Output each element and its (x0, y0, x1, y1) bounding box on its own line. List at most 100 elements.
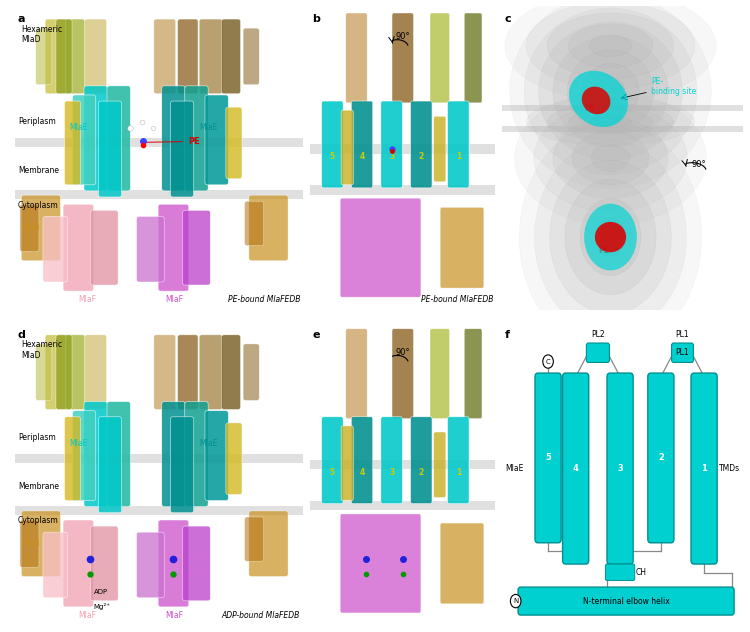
Text: 1: 1 (701, 464, 707, 473)
FancyBboxPatch shape (244, 201, 263, 246)
FancyBboxPatch shape (183, 210, 210, 285)
Text: Membrane: Membrane (18, 482, 59, 490)
FancyBboxPatch shape (178, 19, 198, 94)
FancyBboxPatch shape (45, 19, 65, 94)
FancyBboxPatch shape (98, 101, 122, 197)
Text: MlaF: MlaF (165, 295, 183, 304)
Text: PE: PE (598, 246, 610, 255)
FancyBboxPatch shape (154, 19, 176, 94)
FancyBboxPatch shape (226, 423, 242, 494)
FancyBboxPatch shape (249, 195, 288, 261)
Text: Hexameric
MlaD: Hexameric MlaD (21, 340, 62, 360)
Ellipse shape (534, 105, 687, 212)
Text: 1: 1 (456, 152, 461, 161)
FancyBboxPatch shape (184, 401, 209, 507)
Ellipse shape (550, 160, 671, 314)
Ellipse shape (584, 204, 637, 270)
Ellipse shape (567, 50, 654, 133)
FancyBboxPatch shape (392, 13, 413, 103)
Text: 1: 1 (456, 468, 461, 477)
Text: PE-bound MlaFEDB: PE-bound MlaFEDB (228, 295, 300, 304)
Text: 90°: 90° (692, 160, 706, 169)
FancyBboxPatch shape (503, 126, 742, 132)
Text: 5: 5 (330, 468, 335, 477)
Text: MlaF: MlaF (78, 611, 96, 619)
FancyBboxPatch shape (243, 344, 260, 401)
FancyBboxPatch shape (346, 329, 368, 418)
FancyBboxPatch shape (84, 401, 107, 507)
FancyBboxPatch shape (107, 86, 130, 191)
Text: PE: PE (146, 137, 200, 146)
Text: 2: 2 (419, 152, 424, 161)
FancyBboxPatch shape (433, 432, 446, 497)
FancyBboxPatch shape (85, 335, 106, 410)
Ellipse shape (548, 104, 674, 140)
Ellipse shape (572, 131, 649, 185)
FancyBboxPatch shape (648, 373, 674, 543)
FancyBboxPatch shape (691, 373, 717, 564)
FancyBboxPatch shape (15, 190, 303, 199)
FancyBboxPatch shape (20, 204, 39, 252)
FancyBboxPatch shape (56, 335, 72, 410)
FancyBboxPatch shape (607, 373, 633, 564)
Text: 90°: 90° (395, 32, 410, 41)
FancyBboxPatch shape (562, 373, 589, 564)
Ellipse shape (590, 35, 632, 57)
FancyBboxPatch shape (73, 411, 96, 501)
Text: 3: 3 (389, 468, 394, 477)
Ellipse shape (514, 92, 706, 225)
Ellipse shape (596, 78, 625, 105)
FancyBboxPatch shape (448, 101, 469, 188)
FancyBboxPatch shape (36, 28, 52, 85)
Text: d: d (18, 330, 26, 339)
Text: Hexameric
MlaD: Hexameric MlaD (21, 25, 62, 44)
Ellipse shape (524, 8, 697, 174)
Ellipse shape (535, 141, 686, 333)
Text: ADP-bound MlaFEDB: ADP-bound MlaFEDB (222, 611, 300, 619)
FancyBboxPatch shape (430, 329, 449, 418)
FancyBboxPatch shape (20, 520, 39, 568)
FancyBboxPatch shape (351, 101, 373, 188)
FancyBboxPatch shape (518, 587, 734, 615)
FancyBboxPatch shape (64, 101, 81, 185)
FancyBboxPatch shape (21, 511, 61, 576)
Text: 2: 2 (419, 468, 424, 477)
FancyBboxPatch shape (63, 204, 94, 291)
Text: MlaE: MlaE (70, 123, 88, 132)
Ellipse shape (553, 118, 668, 198)
FancyBboxPatch shape (91, 210, 118, 285)
Text: 2: 2 (658, 453, 664, 463)
FancyBboxPatch shape (381, 101, 403, 188)
Text: Cytoplasm: Cytoplasm (18, 201, 58, 210)
FancyBboxPatch shape (170, 416, 194, 513)
FancyBboxPatch shape (410, 101, 432, 188)
Text: Membrane: Membrane (18, 166, 59, 175)
Text: CH: CH (636, 568, 646, 577)
Text: PL2: PL2 (591, 331, 604, 339)
Text: PE-bound MlaFEDB: PE-bound MlaFEDB (421, 295, 494, 304)
FancyBboxPatch shape (221, 335, 241, 410)
Circle shape (511, 595, 521, 608)
FancyBboxPatch shape (310, 145, 495, 154)
FancyBboxPatch shape (158, 520, 189, 607)
Text: 90°: 90° (395, 348, 410, 357)
Text: MlaE: MlaE (505, 464, 524, 473)
FancyBboxPatch shape (15, 138, 303, 147)
Ellipse shape (590, 116, 632, 128)
FancyBboxPatch shape (162, 86, 185, 191)
FancyBboxPatch shape (200, 335, 223, 410)
Circle shape (543, 355, 554, 368)
FancyBboxPatch shape (66, 335, 85, 410)
FancyBboxPatch shape (84, 86, 107, 191)
FancyBboxPatch shape (221, 19, 241, 94)
FancyBboxPatch shape (310, 185, 495, 195)
FancyBboxPatch shape (162, 401, 185, 507)
Text: PE: PE (584, 104, 595, 112)
FancyBboxPatch shape (448, 416, 469, 504)
Text: 4: 4 (359, 468, 364, 477)
Text: Periplasm: Periplasm (18, 433, 56, 442)
Text: MlaF: MlaF (165, 611, 183, 619)
FancyBboxPatch shape (440, 207, 484, 288)
Text: e: e (312, 330, 320, 339)
FancyBboxPatch shape (170, 101, 194, 197)
